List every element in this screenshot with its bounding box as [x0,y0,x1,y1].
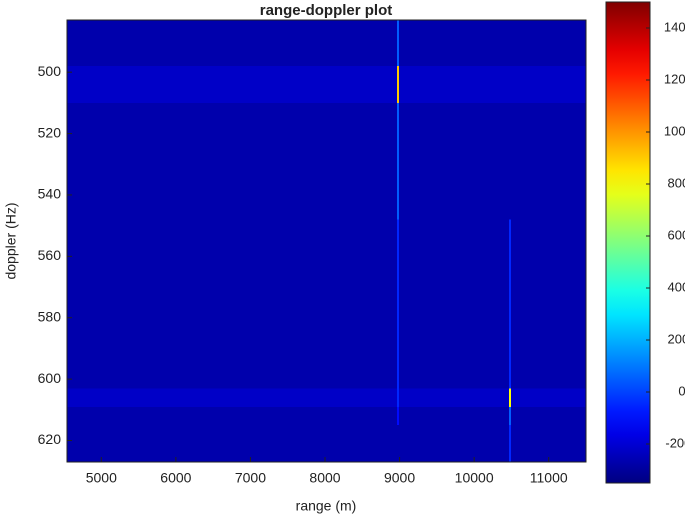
heatmap-cell [511,406,586,426]
x-tick-label: 5000 [86,470,117,486]
heatmap-cell [511,219,586,389]
heatmap-cell [399,102,509,220]
heatmap-cell [67,20,397,67]
heatmap-cell [399,219,509,389]
y-axis-label: doppler (Hz) [3,202,19,279]
colorbar-tick-label: 2000 [668,331,685,346]
heatmap-cell [399,20,509,67]
heatmap-cell [67,102,397,220]
y-tick-label: 520 [38,124,62,140]
colorbar-tick-label: 14000 [664,19,685,34]
heatmap-cell [67,388,397,407]
plot-frame [66,19,587,463]
y-tick-label: 560 [38,247,62,263]
heatmap-cell [396,66,400,103]
colorbar-tick-label: 12000 [664,71,685,86]
heatmap-cell [396,20,400,67]
heatmap-cell [67,425,397,462]
x-tick-label: 10000 [455,470,494,486]
x-tick-label: 9000 [384,470,415,486]
heatmap-cell [399,66,509,103]
heatmap-cell [508,388,512,407]
heatmap-cell [67,406,397,426]
heatmap-cell [511,20,586,67]
y-tick-label: 600 [38,370,62,386]
heatmap-cell [508,219,512,389]
colorbar-tick-label: 10000 [664,123,685,138]
y-tick-label: 500 [38,63,62,79]
x-tick-label: 11000 [530,470,568,486]
colorbar-tick-label: 6000 [668,227,685,242]
heatmap-cell [508,102,512,220]
x-tick-label: 8000 [309,470,340,486]
heatmap-cell [67,66,397,103]
colorbar [605,1,651,484]
heatmap-cell [399,388,509,407]
heatmap-cell [399,406,509,426]
heatmap-cell [511,388,586,407]
y-tick-label: 620 [38,431,62,447]
x-tick-label: 7000 [235,470,266,486]
heatmap-cell [511,425,586,462]
y-tick-label: 580 [38,308,62,324]
heatmap-cell [396,102,400,220]
colorbar-tick-label: 4000 [668,279,685,294]
colorbar-tick-label: 0 [678,383,685,398]
heatmap-cell [511,66,586,103]
heatmap-cell [511,102,586,220]
heatmap-cell [399,425,509,462]
heatmap-cell [508,406,512,426]
x-tick-label: 6000 [160,470,191,486]
heatmap-cell [396,219,400,389]
heatmap-cell [396,406,400,426]
chart-title: range-doppler plot [260,2,393,19]
heatmap-cell [508,20,512,67]
heatmap-cell [67,219,397,389]
colorbar-tick-label: -2000 [665,435,685,450]
heatmap-cell [508,66,512,103]
heatmap-cell [508,425,512,462]
y-tick-label: 540 [38,186,62,202]
x-axis-label: range (m) [296,498,357,514]
colorbar-tick-label: 8000 [668,175,685,190]
heatmap-cell [396,425,400,462]
heatmap-cell [396,388,400,407]
